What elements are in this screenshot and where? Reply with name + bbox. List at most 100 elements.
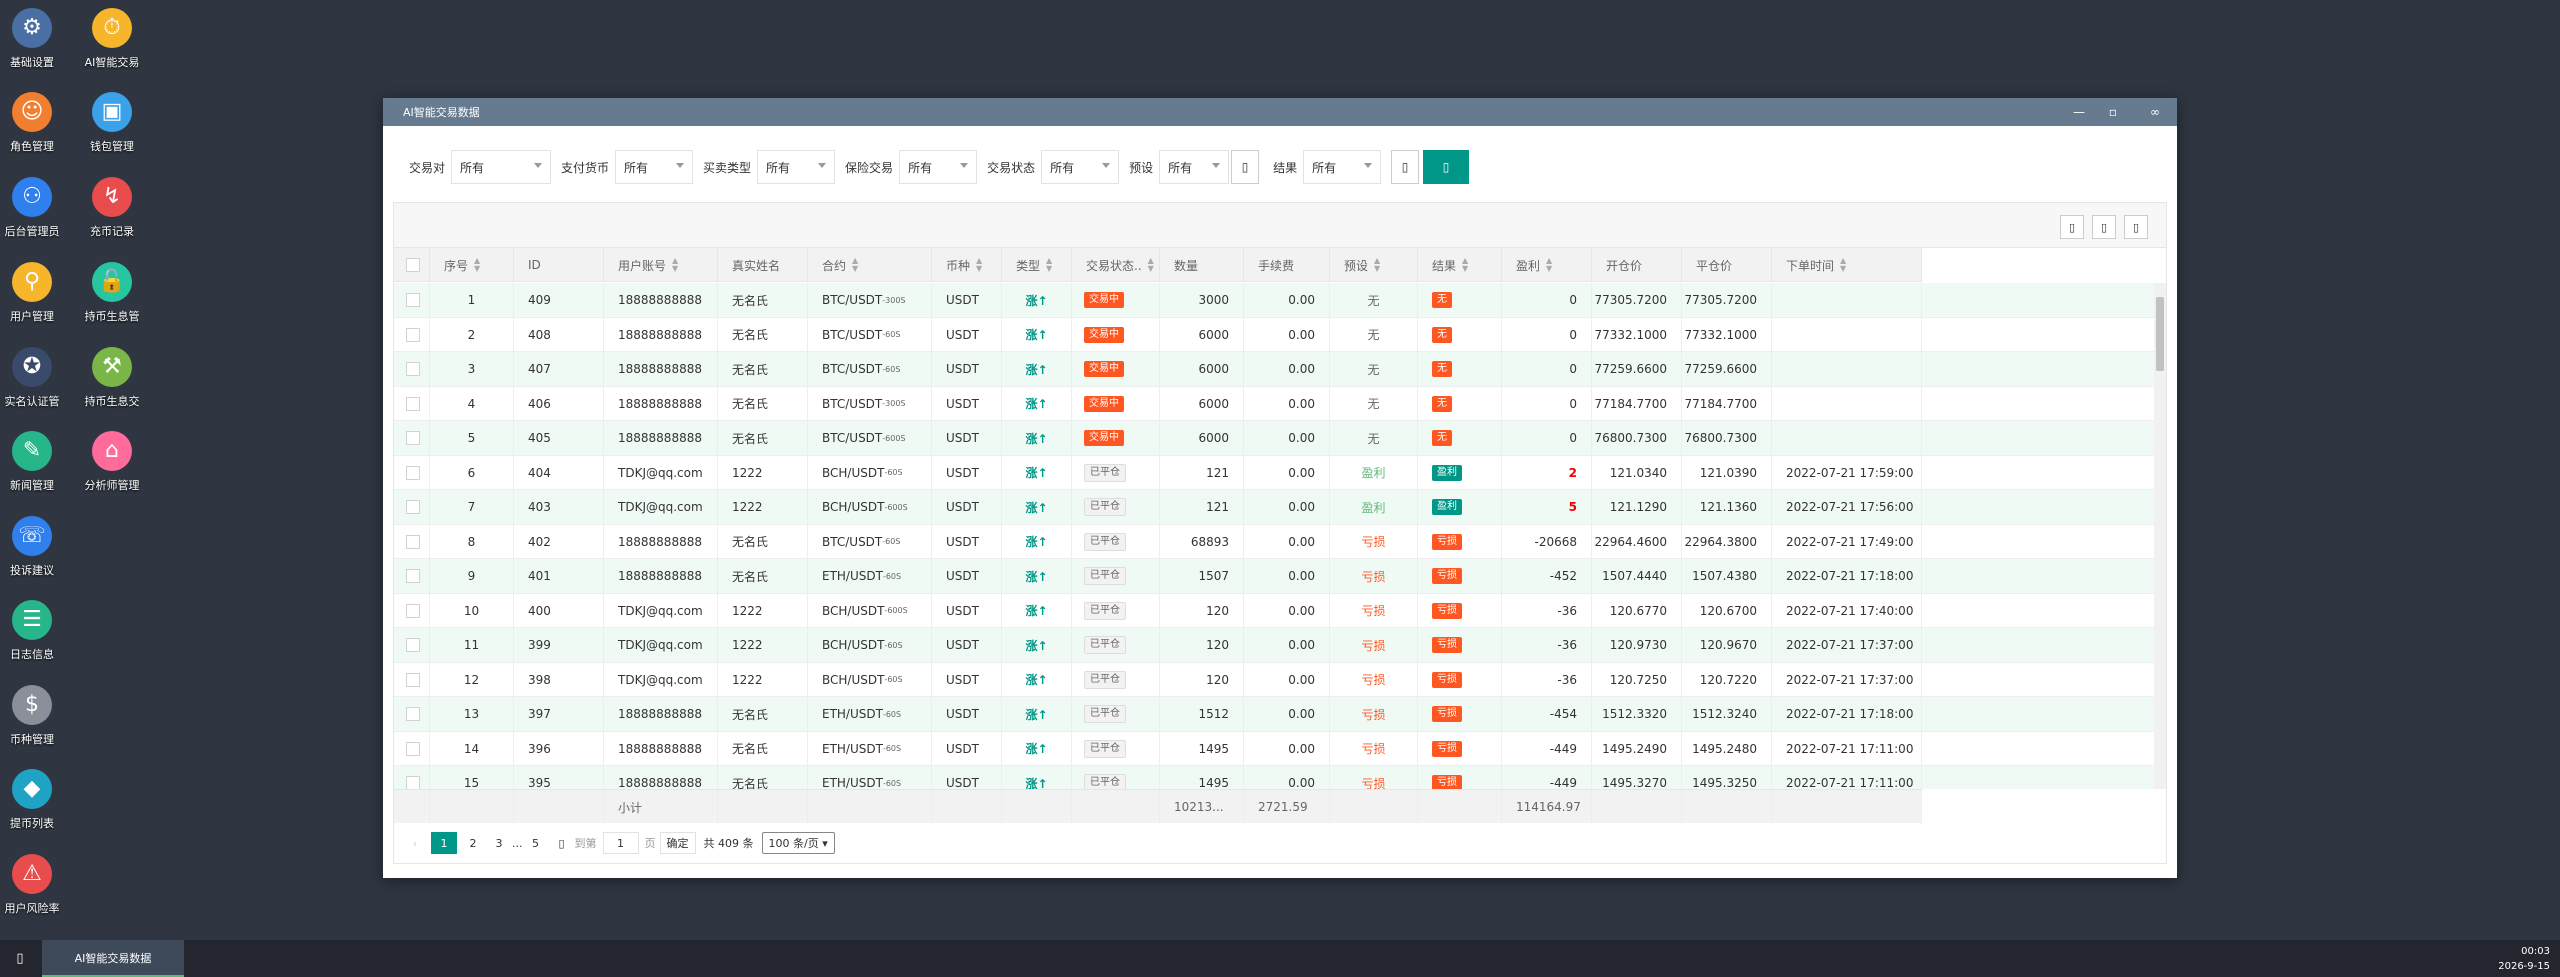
toolbar-print-icon[interactable]: ▯	[2124, 215, 2148, 239]
column-header[interactable]: 预设 ▲ ▼	[1330, 248, 1418, 282]
select-all-checkbox-cell[interactable]	[394, 248, 430, 282]
desktop-icon-lock[interactable]: 🔓 持币生息管	[72, 254, 152, 334]
checkbox[interactable]	[406, 465, 420, 480]
start-menu-icon[interactable]: ▯	[16, 951, 24, 966]
row-checkbox-cell[interactable]	[394, 662, 430, 697]
checkbox[interactable]	[406, 741, 420, 756]
desktop-icon-timer[interactable]: ⏱ AI智能交易	[72, 0, 152, 80]
table-row[interactable]: 3 407 18888888888 无名氏 BTC/USDT -60S USDT 涨↑ 交易中 6…	[394, 352, 2164, 387]
prev-page-button[interactable]: ‹	[412, 836, 418, 850]
table-row[interactable]: 15 395 18888888888 无名氏 ETH/USDT -60S USDT 涨↑ 已平仓…	[394, 766, 2164, 789]
row-checkbox-cell[interactable]	[394, 731, 430, 766]
row-checkbox-cell[interactable]	[394, 490, 430, 524]
sort-icon[interactable]: ▲ ▼	[976, 256, 983, 273]
sort-icon[interactable]: ▲ ▼	[1147, 256, 1154, 273]
table-row[interactable]: 14 396 18888888888 无名氏 ETH/USDT -60S USDT 涨↑ 已平仓…	[394, 731, 2164, 766]
goto-confirm-button[interactable]: 确定	[659, 832, 696, 854]
row-checkbox-cell[interactable]	[394, 317, 430, 352]
desktop-icon-user-search[interactable]: ⚲ 用户管理	[0, 254, 72, 334]
checkbox[interactable]	[406, 327, 420, 342]
desktop-icon-news[interactable]: ✎ 新闻管理	[0, 423, 72, 503]
desktop-icon-shop[interactable]: ⌂ 分析师管理	[72, 423, 152, 503]
search-button[interactable]: ▯	[1423, 150, 1470, 184]
next-page-button[interactable]: ▯	[558, 836, 565, 850]
sort-icon[interactable]: ▲ ▼	[1374, 256, 1381, 273]
table-row[interactable]: 8 402 18888888888 无名氏 BTC/USDT -60S USDT 涨↑ 已平仓 6…	[394, 524, 2164, 559]
filter-select[interactable]: 所有	[757, 150, 836, 184]
checkbox[interactable]	[406, 258, 420, 272]
sort-icon[interactable]: ▲ ▼	[1046, 256, 1053, 273]
column-header[interactable]: ID	[514, 248, 604, 282]
row-checkbox-cell[interactable]	[394, 697, 430, 731]
row-checkbox-cell[interactable]	[394, 421, 430, 455]
page-size-select[interactable]: 100 条/页 ▾	[761, 832, 835, 854]
toolbar-columns-icon[interactable]: ▯	[2060, 215, 2084, 239]
sort-icon[interactable]: ▲ ▼	[672, 256, 679, 273]
column-header[interactable]: 结果 ▲ ▼	[1418, 248, 1502, 282]
desktop-icon-verify[interactable]: ✪ 实名认证管	[0, 339, 72, 419]
checkbox[interactable]	[406, 293, 420, 307]
toolbar-export-icon[interactable]: ▯	[2092, 215, 2116, 239]
preset-toggle-button[interactable]: ▯	[1231, 150, 1260, 184]
minimize-icon[interactable]: —	[2073, 105, 2085, 119]
column-header[interactable]: 数量	[1160, 248, 1244, 282]
row-checkbox-cell[interactable]	[394, 352, 430, 386]
desktop-icon-log[interactable]: ☰ 日志信息	[0, 592, 72, 672]
checkbox[interactable]	[406, 638, 420, 652]
filter-select[interactable]: 所有	[1159, 150, 1230, 184]
column-header[interactable]: 盈利 ▲ ▼	[1502, 248, 1592, 282]
filter-select[interactable]: 所有	[1041, 150, 1120, 184]
desktop-icon-wallet[interactable]: ▣ 钱包管理	[72, 84, 152, 164]
maximize-icon[interactable]: ▫	[2108, 105, 2118, 119]
column-header[interactable]: 用户账号 ▲ ▼	[604, 248, 718, 282]
page-last-button[interactable]: 5	[532, 836, 539, 850]
column-header[interactable]: 类型 ▲ ▼	[1002, 248, 1072, 282]
filter-select[interactable]: 所有	[1303, 150, 1382, 184]
checkbox[interactable]	[406, 672, 420, 687]
checkbox[interactable]	[406, 569, 420, 583]
table-row[interactable]: 6 404 TDKJ@qq.com 1222 BCH/USDT -60S USDT 涨↑ 已平仓…	[394, 455, 2164, 490]
row-checkbox-cell[interactable]	[394, 455, 430, 490]
checkbox[interactable]	[406, 534, 420, 549]
row-checkbox-cell[interactable]	[394, 283, 430, 317]
page-1-button[interactable]: 1	[431, 832, 457, 854]
row-checkbox-cell[interactable]	[394, 524, 430, 559]
desktop-icon-chart[interactable]: ↯ 充币记录	[72, 169, 152, 249]
row-checkbox-cell[interactable]	[394, 559, 430, 593]
table-row[interactable]: 2 408 18888888888 无名氏 BTC/USDT -60S USDT 涨↑ 交易中 6…	[394, 317, 2164, 352]
desktop-icon-role[interactable]: ☺ 角色管理	[0, 84, 72, 164]
sort-icon[interactable]: ▲ ▼	[1462, 256, 1469, 273]
table-row[interactable]: 9 401 18888888888 无名氏 ETH/USDT -60S USDT 涨↑ 已平仓 1…	[394, 559, 2164, 594]
table-row[interactable]: 12 398 TDKJ@qq.com 1222 BCH/USDT -60S USDT 涨↑ 已平…	[394, 662, 2164, 697]
row-checkbox-cell[interactable]	[394, 766, 430, 789]
checkbox[interactable]	[406, 603, 420, 618]
sort-icon[interactable]: ▲ ▼	[474, 256, 481, 273]
column-header[interactable]: 下单时间 ▲ ▼	[1772, 248, 1922, 282]
column-header[interactable]: 开仓价	[1592, 248, 1682, 282]
reset-button[interactable]: ▯	[1391, 150, 1420, 184]
checkbox[interactable]	[406, 707, 420, 721]
column-header[interactable]: 真实姓名	[718, 248, 808, 282]
sort-icon[interactable]: ▲ ▼	[1546, 256, 1553, 273]
desktop-icon-admin[interactable]: ⚇ 后台管理员	[0, 169, 72, 249]
filter-select[interactable]: 所有	[451, 150, 552, 184]
desktop-icon-support[interactable]: ☏ 投诉建议	[0, 508, 72, 588]
column-header[interactable]: 平仓价	[1682, 248, 1772, 282]
sort-icon[interactable]: ▲ ▼	[852, 256, 859, 273]
row-checkbox-cell[interactable]	[394, 386, 430, 421]
column-header[interactable]: 手续费	[1244, 248, 1330, 282]
table-row[interactable]: 4 406 18888888888 无名氏 BTC/USDT -300S USDT 涨↑ 交易中…	[394, 386, 2164, 421]
row-checkbox-cell[interactable]	[394, 628, 430, 662]
desktop-icon-alarm[interactable]: ⚠ 用户风险率	[0, 846, 72, 926]
sort-icon[interactable]: ▲ ▼	[1840, 256, 1847, 273]
column-header[interactable]: 币种 ▲ ▼	[932, 248, 1002, 282]
table-row[interactable]: 5 405 18888888888 无名氏 BTC/USDT -600S USDT 涨↑ 交易中…	[394, 421, 2164, 456]
desktop-icon-gear[interactable]: ⚙ 基础设置	[0, 0, 72, 80]
column-header[interactable]: 序号 ▲ ▼	[430, 248, 514, 282]
table-row[interactable]: 10 400 TDKJ@qq.com 1222 BCH/USDT -600S USDT 涨↑ 已…	[394, 593, 2164, 628]
scrollbar-thumb[interactable]	[2156, 297, 2164, 371]
filter-select[interactable]: 所有	[899, 150, 978, 184]
table-row[interactable]: 1 409 18888888888 无名氏 BTC/USDT -300S USDT 涨↑ 交易中…	[394, 283, 2164, 318]
desktop-icon-withdraw[interactable]: ◆ 提币列表	[0, 761, 72, 841]
desktop-icon-hammer[interactable]: ⚒ 持币生息交	[72, 339, 152, 419]
